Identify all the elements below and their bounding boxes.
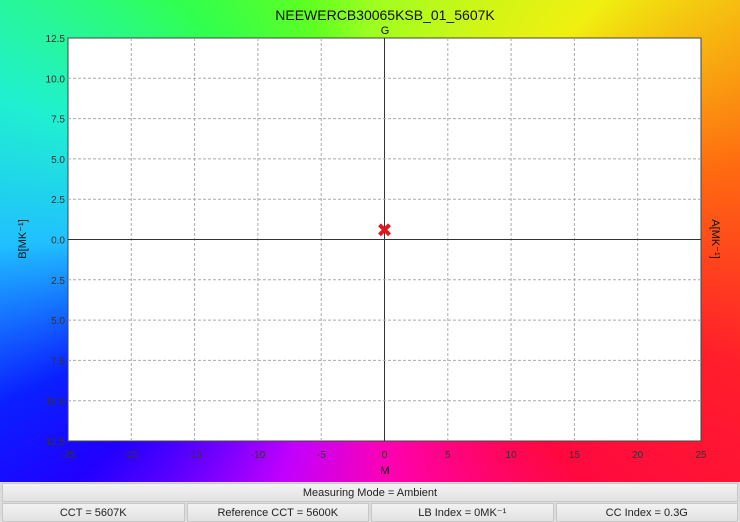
x-tick-label: 10 — [506, 450, 518, 461]
reference-cct-value: Reference CCT = 5600K — [186, 503, 369, 522]
x-tick-label: 25 — [695, 450, 707, 461]
info-panel: Measuring Mode = Ambient CCT = 5607K Ref… — [0, 482, 740, 522]
top-axis-label: G — [381, 25, 390, 37]
x-tick-label: -15 — [187, 450, 202, 461]
x-tick-label: -10 — [251, 450, 266, 461]
x-tick-label: -20 — [124, 450, 139, 461]
x-axis-label: M — [380, 465, 389, 477]
chart-title: NEEWERCB30065KSB_01_5607K — [275, 7, 495, 23]
y-tick-label: 12.5 — [46, 437, 66, 448]
measuring-mode: Measuring Mode = Ambient — [2, 483, 738, 502]
y-tick-label: 5.0 — [51, 316, 65, 327]
right-axis-label: A[MK⁻¹] — [709, 219, 721, 258]
y-axis-label: B[MK⁻¹] — [17, 219, 29, 258]
y-tick-label: 0.0 — [51, 236, 65, 247]
y-tick-label: 5.0 — [51, 155, 65, 166]
x-tick-label: 0 — [382, 450, 388, 461]
x-tick-label: 5 — [445, 450, 451, 461]
x-tick-label: 20 — [632, 450, 644, 461]
y-tick-label: 2.5 — [51, 195, 65, 206]
data-point-x-marker — [378, 223, 391, 237]
y-tick-label: 10.0 — [46, 74, 66, 85]
x-tick-label: -25 — [61, 450, 76, 461]
x-tick-label: 15 — [569, 450, 581, 461]
x-tick-label: -5 — [317, 450, 326, 461]
lb-index-value: LB Index = 0MK⁻¹ — [371, 503, 554, 522]
y-tick-label: 10.0 — [46, 397, 66, 408]
y-tick-label: 7.5 — [51, 356, 65, 367]
y-tick-label: 2.5 — [51, 276, 65, 287]
cc-index-value: CC Index = 0.3G — [555, 503, 738, 522]
y-tick-label: 7.5 — [51, 115, 65, 126]
y-tick-label: 12.5 — [46, 34, 66, 45]
chart: NEEWERCB30065KSB_01_5607K G -25 -20 -15 -10… — [17, 7, 721, 477]
cct-value: CCT = 5607K — [2, 503, 185, 522]
